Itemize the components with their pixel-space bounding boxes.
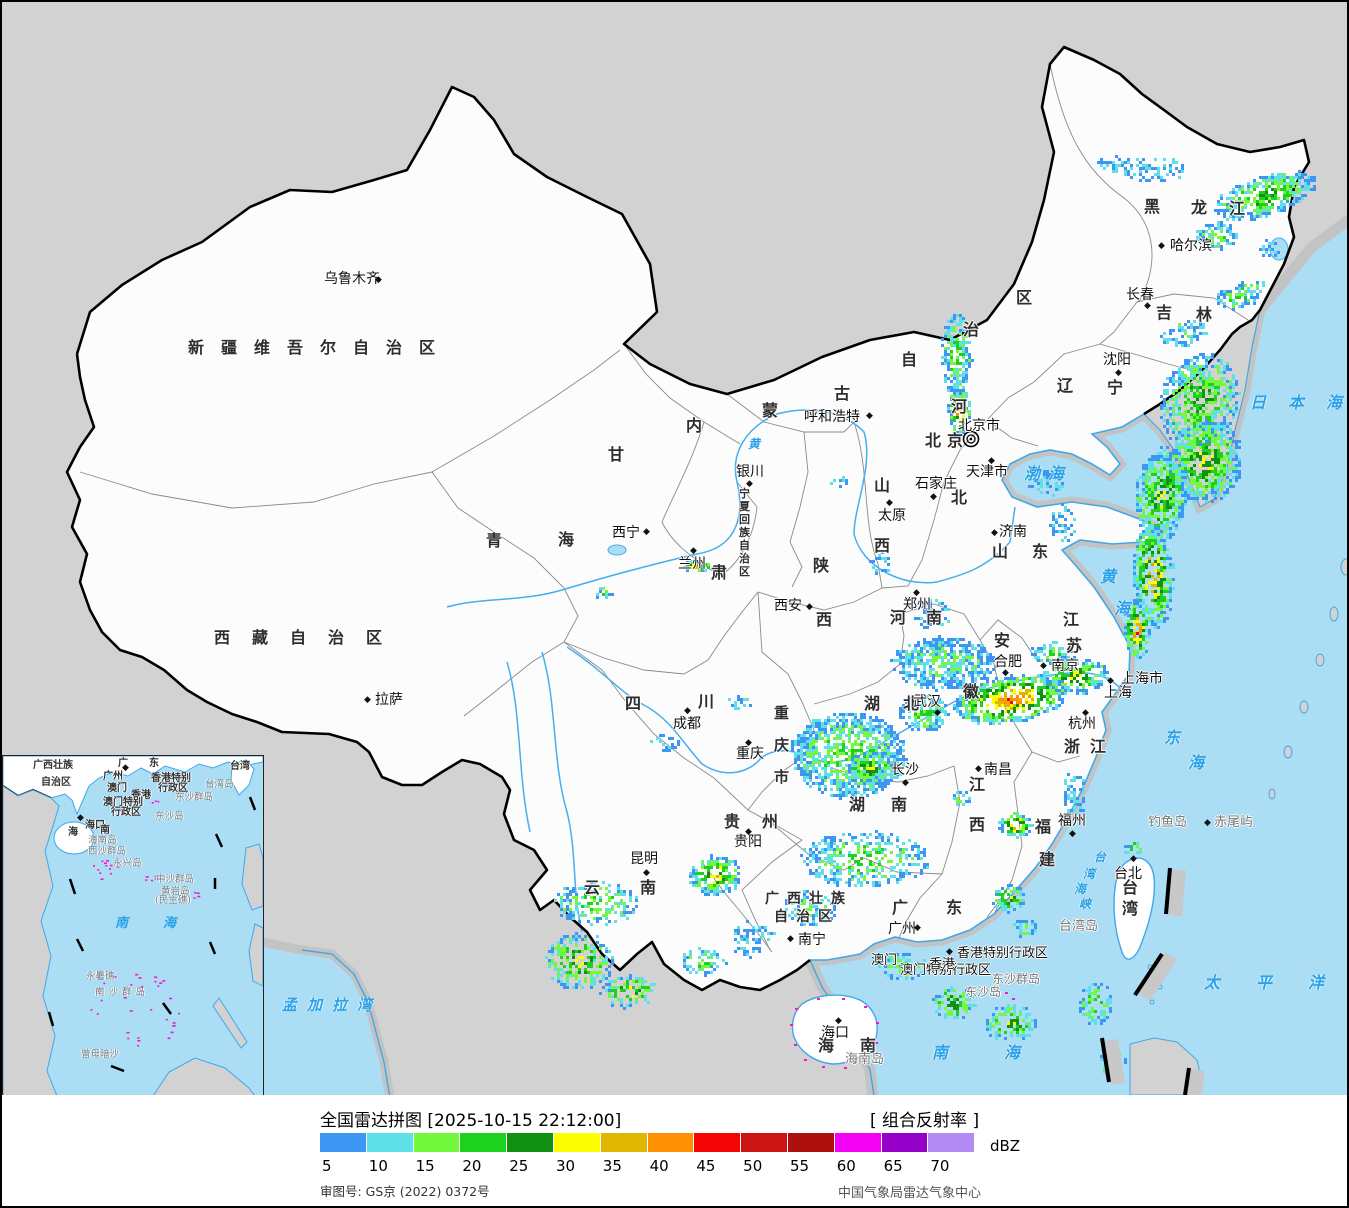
colorbar-value: 50 xyxy=(743,1157,763,1175)
beijing-capital-marker xyxy=(962,430,980,448)
taiwan-island xyxy=(1113,857,1156,960)
colorbar-cell: 30 xyxy=(553,1133,601,1175)
colorbar-cell: 40 xyxy=(647,1133,695,1175)
colorbar-value: 5 xyxy=(322,1157,332,1175)
colorbar-cell: 20 xyxy=(460,1133,508,1175)
colorbar-cell: 65 xyxy=(881,1133,929,1175)
china-coastline xyxy=(810,413,1162,961)
bengal-coastline xyxy=(301,949,391,1095)
colorbar-value: 60 xyxy=(836,1157,856,1175)
nine-dash-line xyxy=(1100,867,1205,1095)
south-china-sea-inset: 广西壮族 自治区广东广州 香港特别 行政区 澳门 香港 澳门特别 行政区 台湾 台湾岛 东沙群岛 东沙… xyxy=(2,755,264,1097)
inset-borneo xyxy=(152,1057,256,1096)
license-number: 审图号: GS京 (2022) 0372号 xyxy=(320,1184,490,1199)
map-title: 全国雷达拼图 [2025-10-15 22:12:00] xyxy=(320,1111,622,1131)
qinghai-lake xyxy=(607,544,627,556)
inset-indochina xyxy=(3,785,60,1096)
dbz-colorbar: 5 10 15 20 25 30 35 40 45 50 55 60 65 70 xyxy=(320,1133,976,1175)
inset-taiwan xyxy=(230,759,255,796)
colorbar-cell: 55 xyxy=(787,1133,835,1175)
inset-island-marks xyxy=(90,800,201,1047)
sea-east xyxy=(810,221,1347,1095)
hainan-island xyxy=(791,994,878,1065)
inset-canvas xyxy=(3,756,263,1096)
inset-hainan xyxy=(53,821,95,855)
radar-echoes xyxy=(545,155,1316,1073)
colorbar-value: 30 xyxy=(555,1157,576,1175)
dbz-unit-label: dBZ xyxy=(990,1137,1021,1155)
colorbar-cell: 60 xyxy=(834,1133,882,1175)
colorbar-cell: 50 xyxy=(741,1133,788,1175)
colorbar-value: 10 xyxy=(368,1157,388,1175)
colorbar-value: 35 xyxy=(602,1157,622,1175)
colorbar-value: 25 xyxy=(509,1157,529,1175)
china-radar-map: 新疆维吾尔自治区 西藏自治区青海甘肃内蒙古自治区陕西山西河北山东河南江苏安徽浙江江… xyxy=(2,2,1347,1097)
colorbar-cell: 5 xyxy=(320,1133,367,1175)
colorbar-value: 40 xyxy=(649,1157,669,1175)
colorbar-cell: 10 xyxy=(366,1133,414,1175)
colorbar-cell: 70 xyxy=(928,1133,976,1175)
colorbar-cell: 45 xyxy=(694,1133,742,1175)
colorbar-value: 45 xyxy=(696,1157,716,1175)
product-label: [ 组合反射率 ] xyxy=(870,1111,980,1131)
colorbar-cell: 35 xyxy=(600,1133,648,1175)
colorbar-cell: 25 xyxy=(507,1133,554,1175)
colorbar-value: 70 xyxy=(930,1157,950,1175)
island-marks xyxy=(790,959,1015,1069)
colorbar-cell: 15 xyxy=(413,1133,461,1175)
national-border xyxy=(65,45,1311,992)
colorbar-value: 65 xyxy=(883,1157,903,1175)
colorbar-value: 55 xyxy=(789,1157,810,1175)
colorbar-value: 20 xyxy=(462,1157,482,1175)
legend-panel: 全国雷达拼图 [2025-10-15 22:12:00] [ 组合反射率 ] 5… xyxy=(2,1095,1347,1206)
credit-label: 中国气象局雷达气象中心 xyxy=(838,1186,982,1201)
inset-philippines xyxy=(212,843,263,1049)
colorbar-value: 15 xyxy=(415,1157,435,1175)
inset-nine-dash xyxy=(47,796,257,1073)
